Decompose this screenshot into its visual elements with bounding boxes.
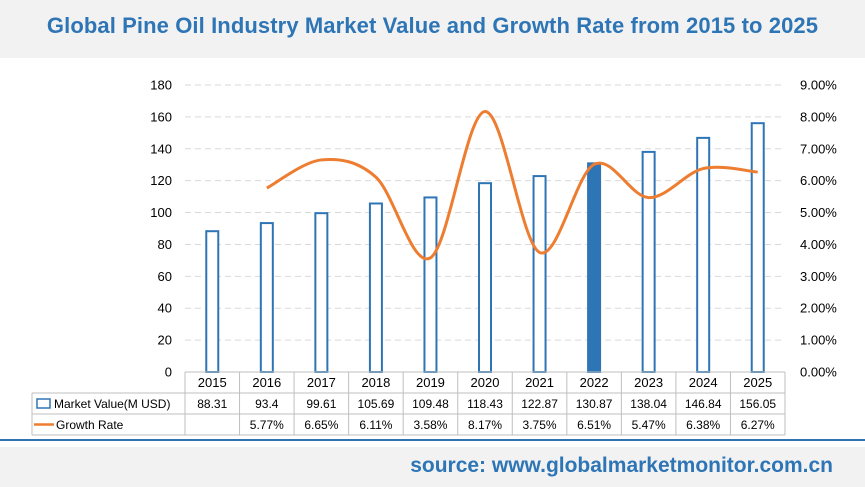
footer-band [0, 447, 865, 487]
y-left-tick-label: 140 [150, 141, 172, 156]
x-tick-label: 2021 [525, 375, 554, 390]
bar-data-label: 99.61 [306, 397, 336, 411]
bar-data-label: 105.69 [358, 397, 395, 411]
y-left-tick-label: 160 [150, 109, 172, 124]
growth-data-label: 8.17% [468, 418, 502, 432]
legend-line-name: Growth Rate [56, 418, 124, 432]
bar-data-label: 118.43 [467, 397, 503, 411]
bar-2019 [423, 196, 438, 373]
bar-2018 [368, 202, 383, 373]
y-left-tick-label: 0 [165, 365, 172, 380]
legend-bar-name: Market Value(M USD) [54, 397, 170, 411]
chart-title: Global Pine Oil Industry Market Value an… [46, 13, 819, 38]
y-left-tick-label: 120 [150, 173, 172, 188]
growth-rate-line [266, 109, 758, 261]
bar-2016 [259, 222, 274, 373]
x-tick-label: 2025 [743, 375, 772, 390]
growth-data-label: 3.58% [413, 418, 447, 432]
y-left-tick-label: 80 [158, 237, 172, 252]
right-axis: 0.00% 1.00% 2.00% 3.00% 4.00% 5.00% 6.00% 7.00%… [800, 78, 837, 380]
chart: 0 20 40 60 80 100 120 140 160 180 0.00% 1.00% 2.00%… [31, 78, 837, 436]
growth-data-label: 6.65% [304, 418, 338, 432]
bar-2025 [750, 122, 765, 373]
y-right-tick-label: 1.00% [800, 333, 837, 348]
growth-data-label: 6.11% [359, 418, 392, 432]
footer-divider [0, 439, 865, 441]
growth-data-label: 3.75% [523, 418, 557, 432]
bar-data-label: 146.84 [685, 397, 722, 411]
title-band [0, 0, 865, 58]
y-right-tick-label: 9.00% [800, 78, 837, 93]
source-text: source: www.globalmarketmonitor.com.cn [410, 454, 833, 477]
bar-2024 [696, 136, 711, 373]
bar-data-label: 109.48 [412, 397, 449, 411]
x-tick-label: 2017 [307, 375, 336, 390]
left-axis: 0 20 40 60 80 100 120 140 160 180 [150, 78, 172, 380]
x-tick-label: 2016 [252, 375, 281, 390]
x-tick-label: 2022 [580, 375, 609, 390]
bar-data-label: 138.04 [630, 397, 667, 411]
bar-data-label: 156.05 [739, 397, 776, 411]
y-right-tick-label: 4.00% [800, 237, 837, 252]
market-value-bars [205, 122, 765, 373]
y-left-tick-label: 100 [150, 205, 172, 220]
bar-2015 [205, 230, 220, 373]
y-right-tick-label: 5.00% [800, 205, 837, 220]
y-left-tick-label: 40 [158, 301, 172, 316]
growth-data-label: 6.51% [577, 418, 611, 432]
y-right-tick-label: 3.00% [800, 269, 837, 284]
y-left-tick-label: 60 [158, 269, 172, 284]
bar-2020 [478, 182, 492, 373]
y-right-tick-label: 0.00% [800, 365, 837, 380]
x-tick-label: 2023 [634, 375, 663, 390]
bar-2022 [587, 162, 602, 373]
data-table: 2015 2016 2017 2018 2019 2020 2021 2022 2023 2024… [31, 371, 786, 436]
x-tick-label: 2024 [689, 375, 718, 390]
x-tick-label: 2019 [416, 375, 445, 390]
bar-data-label: 130.87 [576, 397, 613, 411]
legend-bar-swatch [36, 398, 51, 409]
growth-data-label: 5.47% [632, 418, 666, 432]
growth-data-label: 5.77% [250, 418, 284, 432]
bar-data-label: 88.31 [197, 397, 227, 411]
y-right-tick-label: 7.00% [800, 141, 837, 156]
x-tick-label: 2015 [198, 375, 227, 390]
y-left-tick-label: 180 [150, 78, 172, 93]
x-tick-label: 2020 [471, 375, 500, 390]
y-right-tick-label: 8.00% [800, 109, 837, 124]
bar-data-label: 122.87 [521, 397, 558, 411]
y-right-tick-label: 6.00% [800, 173, 837, 188]
bar-2017 [314, 212, 329, 373]
growth-data-label: 6.27% [741, 418, 775, 432]
bar-2021 [532, 175, 547, 373]
bar-data-label: 93.4 [255, 397, 279, 411]
y-left-tick-label: 20 [158, 333, 172, 348]
y-right-tick-label: 2.00% [800, 301, 837, 316]
bar-2023 [641, 150, 656, 373]
growth-data-label: 6.38% [686, 418, 720, 432]
x-tick-label: 2018 [361, 375, 390, 390]
